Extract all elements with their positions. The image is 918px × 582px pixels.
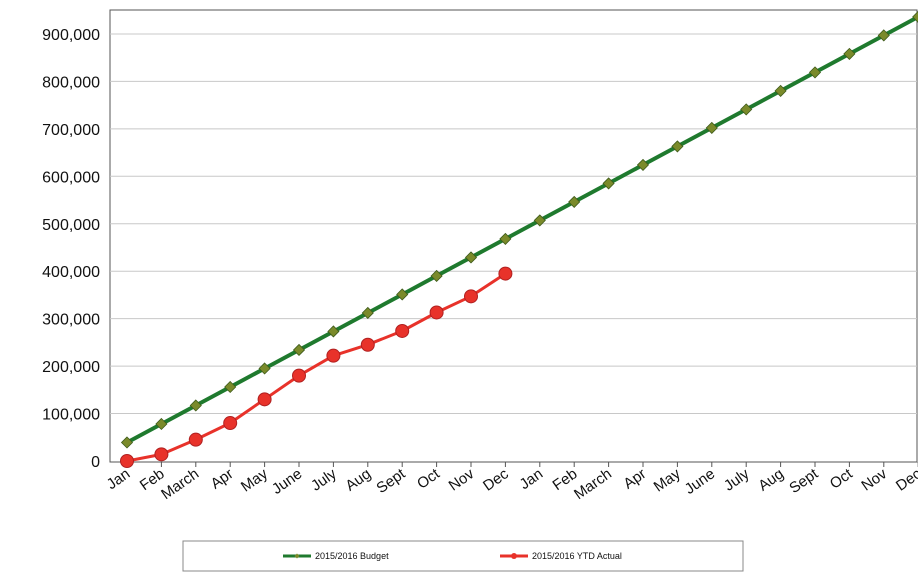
x-tick-label: June (682, 465, 718, 498)
x-tick-label: Aug (755, 465, 787, 494)
legend-swatch-marker (511, 553, 517, 559)
x-tick-label: Apr (620, 465, 649, 492)
x-tick-label: Oct (827, 465, 857, 493)
legend: 2015/2016 Budget 2015/2016 YTD Actual (183, 541, 743, 571)
x-tick-label: Jan (104, 465, 134, 493)
y-tick-label: 0 (91, 454, 100, 471)
x-tick-label: Aug (342, 465, 374, 494)
data-point (361, 338, 374, 351)
legend-box (183, 541, 743, 571)
y-tick-label: 100,000 (42, 407, 100, 424)
legend-label: 2015/2016 Budget (315, 551, 389, 561)
x-tick-label: July (308, 465, 340, 495)
y-tick-label: 800,000 (42, 74, 100, 91)
data-point (293, 369, 306, 382)
x-tick-label: Sept (373, 465, 409, 497)
data-point (121, 455, 134, 468)
y-tick-label: 500,000 (42, 217, 100, 234)
data-point (396, 324, 409, 337)
x-tick-label: Sept (786, 465, 822, 497)
x-tick-label: March (158, 465, 202, 503)
x-tick-label: June (269, 465, 305, 498)
y-tick-label: 700,000 (42, 122, 100, 139)
x-tick-label: Nov (446, 465, 478, 495)
data-point (327, 349, 340, 362)
y-axis-ticks: 0 100,000 200,000 300,000 400,000 500,000 600,… (42, 27, 100, 471)
data-point (189, 433, 202, 446)
x-tick-label: March (571, 465, 615, 503)
x-tick-label: Dec (893, 465, 918, 495)
x-tick-label: Nov (858, 465, 890, 495)
data-point (258, 393, 271, 406)
x-tick-label: Apr (208, 465, 237, 492)
data-point (465, 290, 478, 303)
x-tick-label: Oct (414, 465, 444, 493)
data-point (224, 417, 237, 430)
x-tick-label: May (238, 465, 271, 495)
data-point (155, 448, 168, 461)
x-tick-label: Dec (480, 465, 512, 495)
legend-label: 2015/2016 YTD Actual (532, 551, 622, 561)
data-point (499, 267, 512, 280)
y-tick-label: 300,000 (42, 312, 100, 329)
y-tick-label: 600,000 (42, 169, 100, 186)
x-tick-label: Jan (517, 465, 547, 493)
y-tick-label: 400,000 (42, 264, 100, 281)
x-tick-label: May (651, 465, 684, 495)
y-tick-label: 200,000 (42, 359, 100, 376)
x-tick-label: July (721, 465, 753, 495)
data-point (430, 306, 443, 319)
y-tick-label: 900,000 (42, 27, 100, 44)
